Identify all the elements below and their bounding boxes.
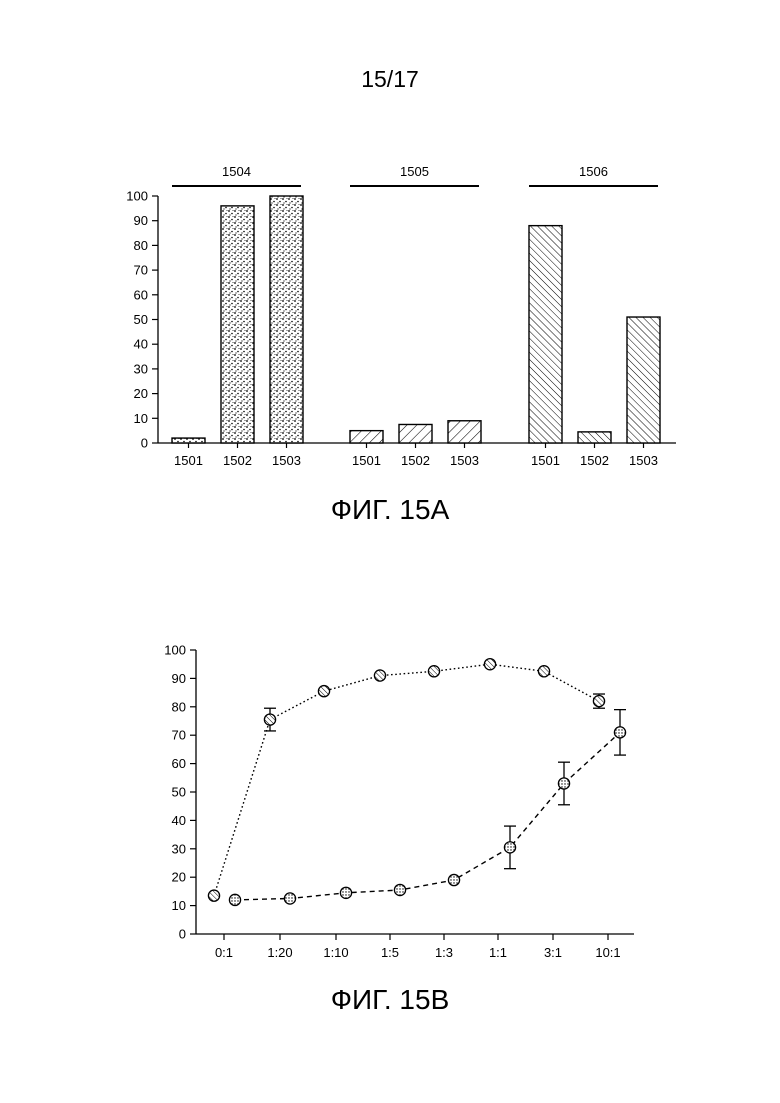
x-tick-label: 1503 bbox=[450, 453, 479, 468]
y-tick-label: 70 bbox=[172, 728, 186, 743]
y-tick-label: 20 bbox=[134, 386, 148, 401]
bar bbox=[448, 421, 481, 443]
x-tick-label: 1502 bbox=[401, 453, 430, 468]
y-tick-label: 0 bbox=[141, 436, 148, 451]
y-tick-label: 30 bbox=[172, 841, 186, 856]
data-point bbox=[504, 842, 515, 853]
x-tick-label: 1501 bbox=[531, 453, 560, 468]
y-tick-label: 20 bbox=[172, 870, 186, 885]
x-tick-label: 10:1 bbox=[595, 945, 620, 960]
y-tick-label: 40 bbox=[172, 813, 186, 828]
x-tick-label: 1501 bbox=[352, 453, 381, 468]
x-tick-label: 3:1 bbox=[544, 945, 562, 960]
data-point bbox=[448, 874, 459, 885]
x-tick-label: 1503 bbox=[629, 453, 658, 468]
x-tick-label: 1:3 bbox=[435, 945, 453, 960]
data-point bbox=[374, 670, 385, 681]
bar bbox=[578, 432, 611, 443]
data-point bbox=[340, 887, 351, 898]
figure-caption-15a: ФИГ. 15А bbox=[0, 494, 780, 526]
x-tick-label: 1502 bbox=[223, 453, 252, 468]
x-tick-label: 1:5 bbox=[381, 945, 399, 960]
data-point bbox=[593, 696, 604, 707]
group-label: 1505 bbox=[400, 164, 429, 179]
y-tick-label: 60 bbox=[134, 287, 148, 302]
x-tick-label: 1503 bbox=[272, 453, 301, 468]
bar bbox=[172, 438, 205, 443]
group-label: 1506 bbox=[579, 164, 608, 179]
bar bbox=[270, 196, 303, 443]
bar bbox=[529, 226, 562, 443]
figure-caption-15b: ФИГ. 15В bbox=[0, 984, 780, 1016]
bar bbox=[627, 317, 660, 443]
series-line bbox=[235, 732, 620, 900]
data-point bbox=[284, 893, 295, 904]
x-tick-label: 1:10 bbox=[323, 945, 348, 960]
group-label: 1504 bbox=[222, 164, 251, 179]
y-tick-label: 0 bbox=[179, 927, 186, 942]
bar bbox=[399, 424, 432, 443]
bar bbox=[350, 431, 383, 443]
x-tick-label: 1:20 bbox=[267, 945, 292, 960]
y-tick-label: 30 bbox=[134, 361, 148, 376]
x-tick-label: 0:1 bbox=[215, 945, 233, 960]
data-point bbox=[264, 714, 275, 725]
y-tick-label: 80 bbox=[172, 699, 186, 714]
y-tick-label: 60 bbox=[172, 756, 186, 771]
data-point bbox=[614, 727, 625, 738]
y-tick-label: 80 bbox=[134, 238, 148, 253]
data-point bbox=[229, 894, 240, 905]
data-point bbox=[394, 884, 405, 895]
x-tick-label: 1:1 bbox=[489, 945, 507, 960]
data-point bbox=[318, 686, 329, 697]
data-point bbox=[558, 778, 569, 789]
data-point bbox=[538, 666, 549, 677]
x-tick-label: 1501 bbox=[174, 453, 203, 468]
y-tick-label: 100 bbox=[126, 189, 148, 204]
y-tick-label: 10 bbox=[172, 898, 186, 913]
data-point bbox=[208, 890, 219, 901]
data-point bbox=[484, 659, 495, 670]
line-chart-15b: 0 10 20 30 40 50 60 70 80 90 100 0:1 1:20 1:10 1:5 1:3 1… bbox=[164, 643, 634, 961]
y-tick-label: 40 bbox=[134, 337, 148, 352]
y-tick-label: 90 bbox=[134, 213, 148, 228]
y-tick-label: 10 bbox=[134, 411, 148, 426]
series-line bbox=[214, 664, 599, 896]
y-tick-label: 90 bbox=[172, 671, 186, 686]
y-tick-label: 70 bbox=[134, 263, 148, 278]
x-tick-label: 1502 bbox=[580, 453, 609, 468]
bar bbox=[221, 206, 254, 443]
y-tick-label: 50 bbox=[172, 785, 186, 800]
y-tick-label: 100 bbox=[164, 643, 186, 658]
data-point bbox=[428, 666, 439, 677]
y-tick-label: 50 bbox=[134, 312, 148, 327]
